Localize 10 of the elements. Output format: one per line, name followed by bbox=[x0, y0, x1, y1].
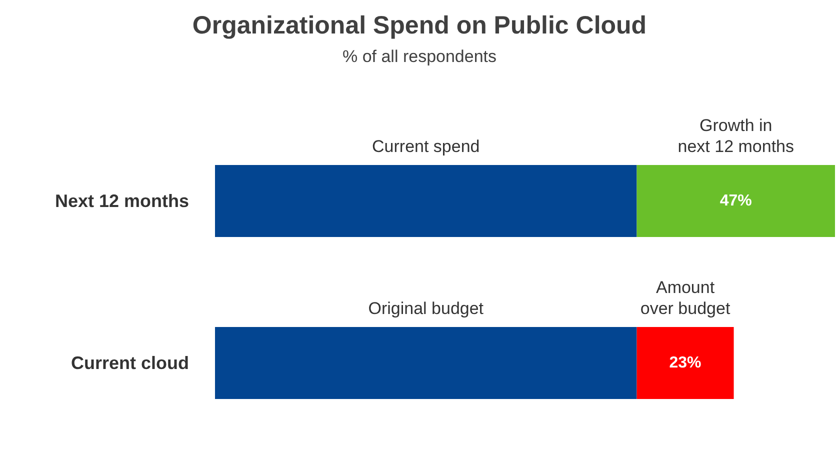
chart-subtitle: % of all respondents bbox=[342, 47, 497, 66]
annotation: Original budget bbox=[368, 299, 484, 318]
y-tick-label: Current cloud bbox=[70, 353, 189, 373]
chart-title: Organizational Spend on Public Cloud bbox=[192, 12, 647, 40]
data-label: 47% bbox=[720, 192, 752, 210]
annotation: Amount over budget bbox=[640, 278, 730, 318]
data-label: 23% bbox=[669, 354, 702, 372]
annotation: Current spend bbox=[372, 137, 480, 156]
y-tick-label: Next 12 months bbox=[54, 191, 189, 211]
annotation: Growth in next 12 months bbox=[678, 116, 794, 156]
